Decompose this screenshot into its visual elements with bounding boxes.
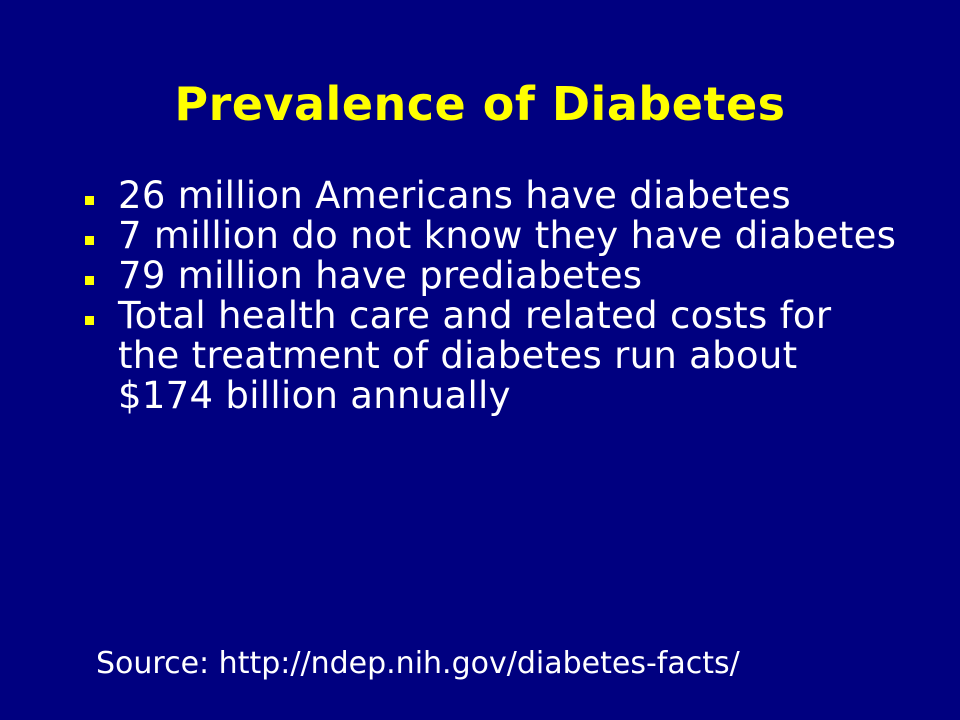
bullet-text: 7 million do not know they have diabetes [118,214,897,257]
source-citation: Source: http://ndep.nih.gov/diabetes-fac… [96,646,740,681]
bullet-item: 26 million Americans have diabetes [80,176,900,216]
slide-title: Prevalence of Diabetes [174,77,786,131]
bullet-item: 7 million do not know they have diabetes [80,216,900,256]
bullet-item: 79 million have prediabetes [80,256,900,296]
bullet-text: 79 million have prediabetes [118,254,643,297]
square-bullet-icon [85,236,94,245]
square-bullet-icon [85,316,94,325]
square-bullet-icon [85,276,94,285]
bullet-list: 26 million Americans have diabetes 7 mil… [80,176,900,416]
square-bullet-icon [85,196,94,205]
bullet-item: Total health care and related costs for … [80,296,900,416]
bullet-text: Total health care and related costs for … [118,294,832,417]
bullet-text: 26 million Americans have diabetes [118,174,791,217]
